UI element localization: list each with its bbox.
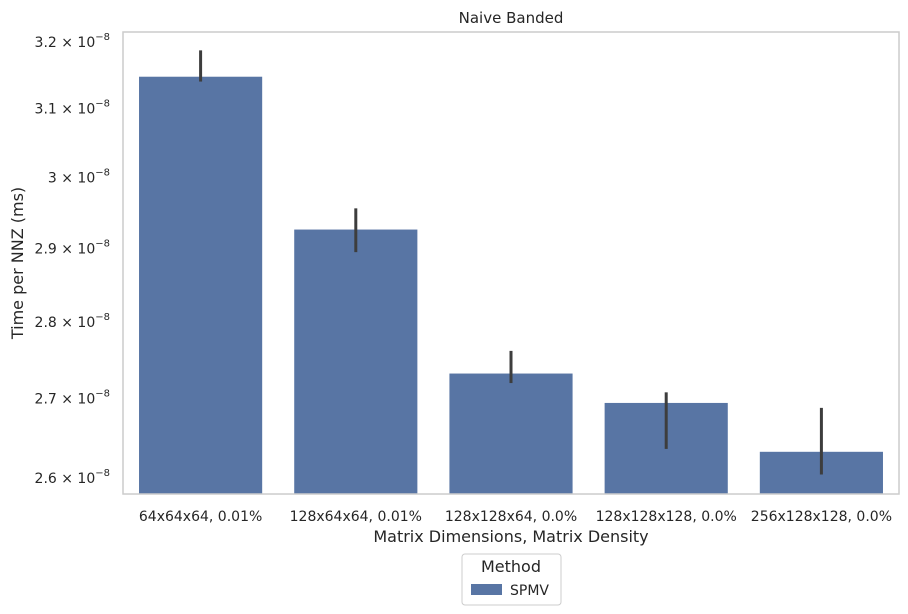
y-ticks-layer: 2.6 × 10−8 2.7 × 10−8 2.8 × 10−8 2.9 × 10−8… xyxy=(35,32,110,487)
y-tick-label: 2.6 × 10−8 xyxy=(35,468,110,487)
legend-swatch xyxy=(471,584,502,595)
bar xyxy=(138,75,264,495)
x-tick-label: 256x128x128, 0.0% xyxy=(751,509,892,525)
x-ticks-layer: 64x64x64, 0.01% 128x64x64, 0.01% 128x128x6… xyxy=(139,509,892,525)
y-axis-label: Time per NNZ (ms) xyxy=(8,187,27,340)
legend-entry-label: SPMV xyxy=(510,583,549,599)
bars-layer xyxy=(138,75,884,495)
x-axis-label: Matrix Dimensions, Matrix Density xyxy=(373,527,648,546)
y-tick-label: 2.8 × 10−8 xyxy=(35,312,110,331)
legend-title: Method xyxy=(481,557,541,576)
chart-title: Naive Banded xyxy=(459,9,564,27)
legend: Method SPMV xyxy=(461,553,562,606)
y-tick-label: 3.1 × 10−8 xyxy=(35,98,110,117)
plot-frame xyxy=(122,31,900,495)
x-tick-label: 128x64x64, 0.01% xyxy=(290,509,422,525)
x-tick-label: 64x64x64, 0.01% xyxy=(139,509,262,525)
x-tick-label: 128x128x64, 0.0% xyxy=(445,509,577,525)
x-tick-label: 128x128x128, 0.0% xyxy=(596,509,737,525)
bar xyxy=(448,372,574,495)
y-tick-label: 3 × 10−8 xyxy=(48,167,110,186)
y-tick-label: 3.2 × 10−8 xyxy=(35,32,110,51)
y-tick-label: 2.7 × 10−8 xyxy=(35,389,110,408)
bar xyxy=(293,228,419,495)
y-tick-label: 2.9 × 10−8 xyxy=(35,239,110,258)
error-bars-layer xyxy=(199,50,823,475)
